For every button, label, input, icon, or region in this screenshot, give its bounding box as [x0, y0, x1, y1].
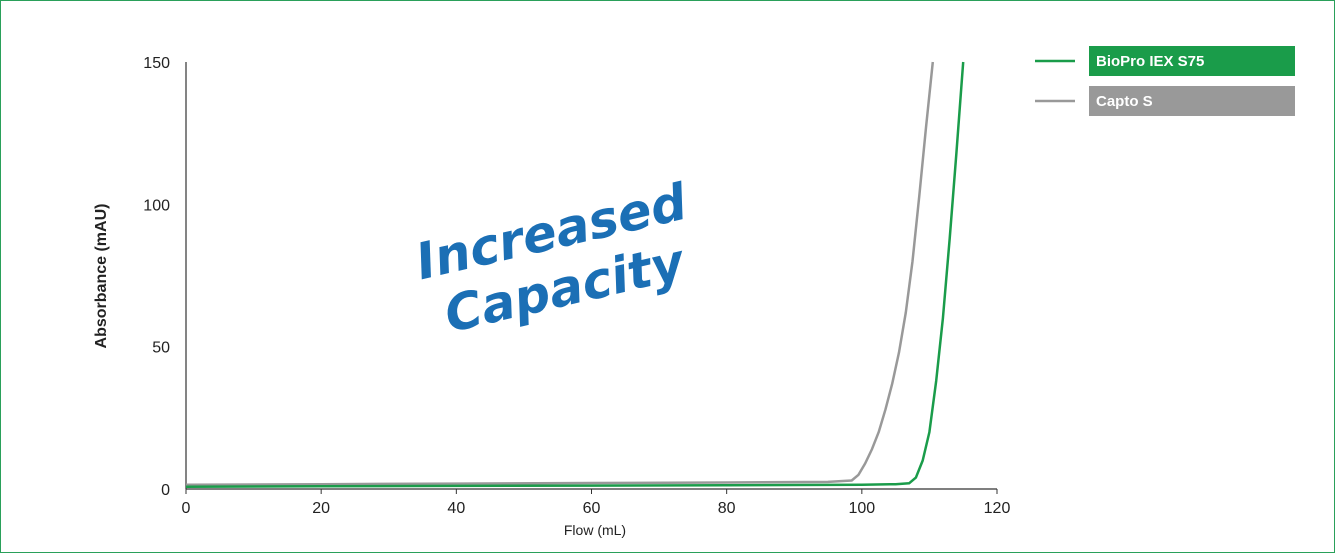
legend-box-capto	[1089, 86, 1295, 116]
legend-label-biopro: BioPro IEX S75	[1096, 53, 1204, 70]
series-line-1	[185, 61, 935, 486]
legend: BioPro IEX S75 Capto S	[1035, 46, 1295, 116]
tick-labels: 0 20 40 60 80 100 120 0 50 100 150	[143, 55, 1010, 517]
legend-label-capto: Capto S	[1096, 93, 1153, 110]
x-tick-label: 120	[984, 500, 1011, 517]
y-tick-label: 150	[143, 55, 170, 72]
x-tick-label: 80	[718, 500, 736, 517]
y-tick-label: 100	[143, 197, 170, 214]
y-tick-label: 0	[161, 482, 170, 499]
legend-item-capto: Capto S	[1035, 86, 1295, 116]
y-axis-title: Absorbance (mAU)	[93, 204, 110, 349]
legend-item-biopro: BioPro IEX S75	[1035, 46, 1295, 76]
y-tick-label: 50	[152, 340, 170, 357]
increased-capacity-annotation: Increased Capacity	[410, 172, 693, 344]
series-line-0	[185, 61, 965, 488]
x-axis-title: Flow (mL)	[564, 522, 626, 538]
x-tick-label: 0	[182, 500, 191, 517]
series-layer	[185, 61, 965, 488]
x-tick-label: 20	[312, 500, 330, 517]
legend-box-biopro	[1089, 46, 1295, 76]
x-tick-label: 40	[447, 500, 465, 517]
x-tick-label: 100	[848, 500, 875, 517]
x-tick-label: 60	[583, 500, 601, 517]
